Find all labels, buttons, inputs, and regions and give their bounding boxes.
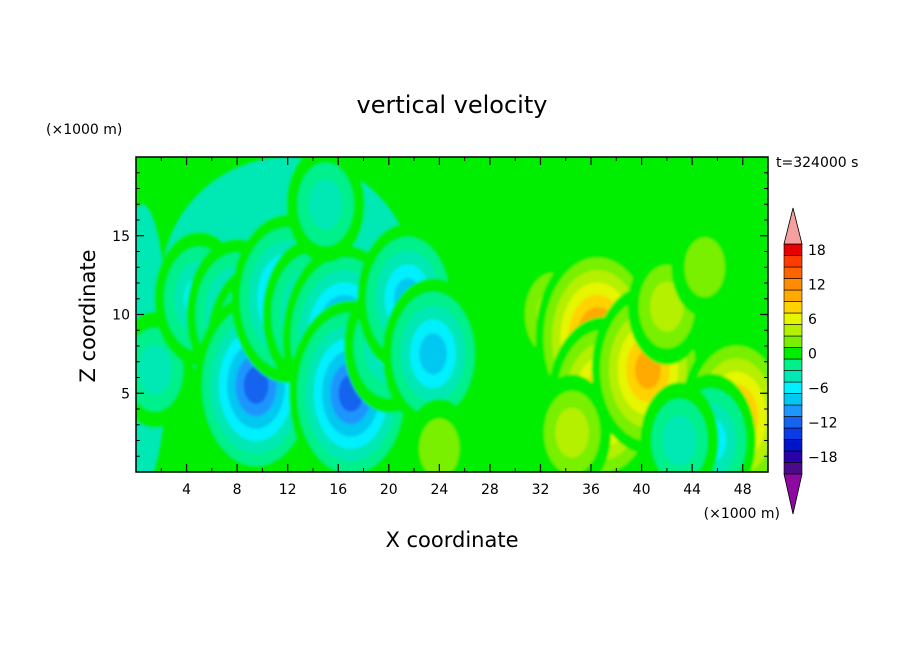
x-tick-label: 48	[734, 482, 752, 498]
y-unit-label: (×1000 m)	[46, 122, 122, 138]
colorbar-swatch	[783, 335, 803, 348]
contour-field	[136, 157, 768, 472]
contour-band	[138, 344, 172, 395]
contour-band	[662, 415, 697, 466]
contour-feature	[405, 398, 473, 472]
x-tick-label: 20	[380, 482, 398, 498]
colorbar-swatch	[783, 404, 803, 417]
x-unit-label: (×1000 m)	[704, 506, 780, 522]
colorbar-swatch	[783, 450, 803, 463]
contour-feature	[640, 382, 719, 472]
contour-feature	[532, 374, 612, 472]
colorbar-swatch	[783, 358, 803, 371]
x-tick-label: 16	[329, 482, 347, 498]
colorbar-tick-label: −6	[808, 381, 829, 397]
contour-band	[684, 237, 725, 298]
colorbar-tick-label: −18	[808, 450, 838, 466]
colorbar-swatch	[783, 301, 803, 314]
x-tick-label: 32	[532, 482, 550, 498]
colorbar-tick-label: −12	[808, 415, 838, 431]
colorbar-tick-label: 6	[808, 312, 817, 328]
colorbar-tick-label: 18	[808, 243, 826, 259]
x-tick-label: 24	[430, 482, 448, 498]
colorbar-tick-label: 0	[808, 346, 817, 362]
time-label: t=324000 s	[776, 155, 858, 171]
y-axis-title: Z coordinate	[76, 249, 100, 382]
colorbar-swatch	[783, 439, 803, 452]
x-tick-label: 4	[182, 482, 191, 498]
contour-band	[419, 333, 447, 375]
contour-band	[419, 418, 460, 472]
x-tick-label: 40	[633, 482, 651, 498]
colorbar-swatch	[783, 312, 803, 325]
colorbar-swatch	[783, 278, 803, 291]
colorbar-swatch	[783, 370, 803, 383]
colorbar-swatch	[783, 416, 803, 429]
y-tick-label: 10	[112, 308, 130, 324]
contour-feature	[671, 217, 739, 317]
colorbar-swatch	[783, 393, 803, 406]
x-tick-label: 12	[279, 482, 297, 498]
contour-band	[243, 366, 269, 404]
colorbar-swatch	[783, 243, 803, 256]
colorbar-over-arrow	[783, 207, 803, 245]
colorbar-under-arrow	[783, 473, 803, 515]
x-tick-label: 28	[481, 482, 499, 498]
colorbar-swatch	[783, 347, 803, 360]
colorbar-swatch	[783, 324, 803, 337]
colorbar-swatch	[783, 266, 803, 279]
colorbar-swatch	[783, 381, 803, 394]
x-tick-label: 36	[582, 482, 600, 498]
x-axis: 4 8 12 16 20 24 28 32 36 40 44 48	[160, 157, 752, 498]
colorbar-swatch	[783, 255, 803, 268]
colorbar-swatch	[783, 462, 803, 475]
colorbar: −18 −12 −6 0 6 12 18	[783, 207, 838, 515]
colorbar-swatch	[783, 289, 803, 302]
contour-band	[555, 407, 589, 458]
contour-band	[308, 179, 343, 230]
colorbar-tick-label: 12	[808, 277, 826, 293]
x-axis-title: X coordinate	[385, 528, 518, 552]
contour-band	[650, 281, 684, 332]
colorbar-swatch	[783, 427, 803, 440]
x-tick-label: 8	[233, 482, 242, 498]
contour-feature	[286, 157, 365, 263]
y-tick-label: 5	[121, 386, 130, 402]
x-tick-label: 44	[683, 482, 701, 498]
y-tick-label: 15	[112, 229, 130, 245]
chart-title: vertical velocity	[357, 91, 548, 119]
contour-feature	[382, 278, 484, 430]
y-axis: 5 10 15	[112, 172, 768, 457]
